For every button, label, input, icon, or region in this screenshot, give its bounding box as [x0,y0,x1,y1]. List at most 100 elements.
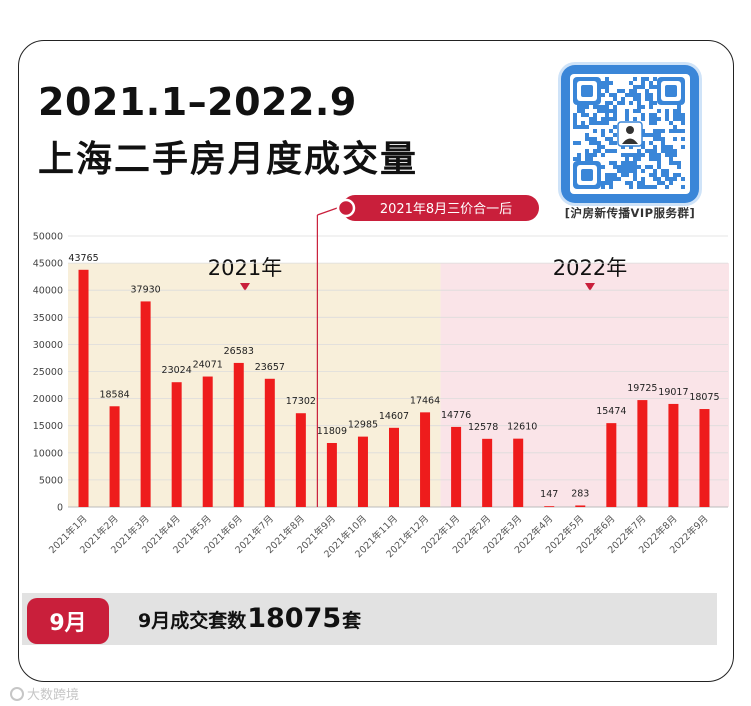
qr-module [673,129,677,133]
qr-module [589,157,593,161]
qr-module [573,113,577,117]
qr-finder-core [665,85,677,97]
bar [171,382,182,507]
bar [140,301,151,507]
qr-module [633,85,637,89]
qr-module [573,125,577,129]
qr-module [621,97,625,101]
bar [295,413,306,507]
bar [109,406,120,507]
qr-module [649,101,653,105]
qr-module [669,145,673,149]
bar [513,438,524,507]
qr-module [621,153,625,157]
bar [326,442,337,507]
qr-module [649,117,653,121]
qr-module [593,149,597,153]
bar [202,376,213,507]
qr-module [585,157,589,161]
qr-module [645,185,649,189]
qr-module [589,153,593,157]
qr-module [641,77,645,81]
qr-module [605,77,609,81]
qr-module [641,153,645,157]
qr-module [657,133,661,137]
x-axis: 2021年1月2021年2月2021年3月2021年4月2021年5月2021年… [46,513,710,561]
qr-module [653,101,657,105]
qr-module [585,153,589,157]
qr-module [641,105,645,109]
qr-module [649,81,653,85]
qr-module [657,161,661,165]
qr-module [609,109,613,113]
y-tick-label: 40000 [33,286,63,297]
qr-module [633,177,637,181]
qr-module [605,173,609,177]
qr-module [633,153,637,157]
qr-module [637,85,641,89]
qr-module [585,125,589,129]
qr-module [661,181,665,185]
qr-module [621,145,625,149]
qr-module [593,105,597,109]
bar [420,412,431,507]
qr-module [613,161,617,165]
qr-module [633,89,637,93]
qr-module [653,153,657,157]
qr-module [593,117,597,121]
bar [575,505,586,507]
qr-module [665,109,669,113]
year-marker-triangle [240,283,250,291]
qr-module [653,113,657,117]
qr-module [637,105,641,109]
qr-module [601,133,605,137]
qr-module [641,81,645,85]
qr-module [657,109,661,113]
qr-module [677,161,681,165]
qr-module [649,153,653,157]
qr-module [657,153,661,157]
qr-module [641,117,645,121]
qr-module [665,185,669,189]
qr-module [605,149,609,153]
y-tick-label: 30000 [33,340,63,351]
qr-module [629,181,633,185]
watermark: 大数跨境 [10,684,79,703]
qr-module [665,117,669,121]
y-tick-label: 10000 [33,448,63,459]
qr-module [641,129,645,133]
qr-code-icon[interactable] [561,65,699,203]
qr-module [649,165,653,169]
watermark-logo-icon [10,686,24,701]
qr-module [605,101,609,105]
qr-module [597,109,601,113]
value-label: 17302 [286,396,316,407]
qr-module [649,173,653,177]
qr-module [669,177,673,181]
qr-module [637,181,641,185]
qr-module [613,125,617,129]
qr-module [621,169,625,173]
qr-module [633,97,637,101]
qr-module [585,149,589,153]
qr-module [605,137,609,141]
qr-module [645,165,649,169]
qr-module [585,113,589,117]
qr-module [653,85,657,89]
qr-module [605,109,609,113]
bar [606,423,617,507]
qr-module [633,77,637,81]
bar [389,427,399,507]
qr-module [617,101,621,105]
qr-module [669,181,673,185]
qr-module [653,169,657,173]
qr-module [577,153,581,157]
qr-module [633,161,637,165]
qr-module [665,153,669,157]
title-main: 上海二手房月度成交量 [38,139,419,180]
qr-module [597,145,601,149]
qr-module [621,165,625,169]
qr-module [661,145,665,149]
qr-module [621,89,625,93]
